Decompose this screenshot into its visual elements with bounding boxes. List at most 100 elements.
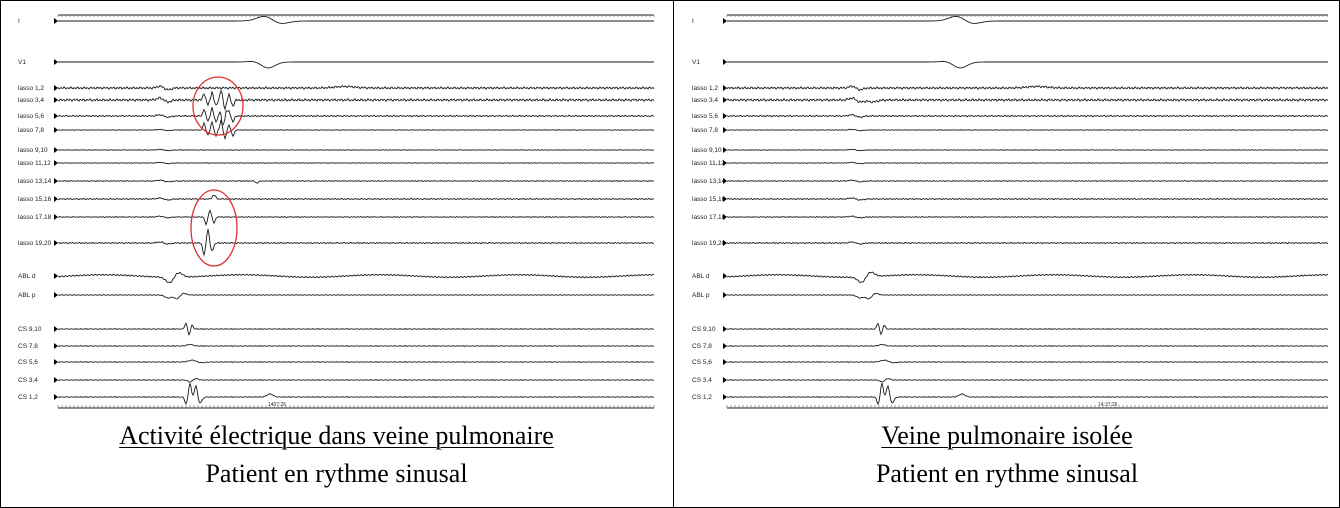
ecg-trace (57, 148, 655, 152)
channel-label: lasso 7,8 (692, 127, 718, 134)
channel-label: lasso 7,8 (18, 127, 44, 134)
channel-marker-icon (54, 97, 58, 103)
channel-label: lasso 3,4 (692, 97, 718, 104)
channel-marker-icon (723, 359, 727, 365)
ecg-trace (726, 84, 1329, 92)
panel-left-subtitle: Patient en rythme sinusal (205, 459, 468, 488)
channel-marker-icon (723, 394, 727, 400)
highlight-circle-upper (192, 76, 244, 136)
channel-marker-icon (54, 359, 58, 365)
ecg-trace (57, 344, 655, 347)
channel-marker-icon (54, 160, 58, 166)
ecg-trace (57, 322, 655, 336)
ecg-trace (726, 322, 1329, 336)
ecg-trace (57, 119, 655, 141)
channel-label: CS 5,6 (18, 359, 38, 366)
ecg-trace (57, 194, 655, 201)
channel-label: ABL p (692, 292, 710, 299)
channel-marker-icon (723, 147, 727, 153)
channel-label: lasso 17,18 (692, 214, 726, 221)
ecg-trace (58, 15, 654, 24)
ecg-trace (726, 148, 1329, 152)
channel-marker-icon (723, 214, 727, 220)
channel-marker-icon (54, 178, 58, 184)
channel-label: lasso 19,20 (692, 240, 726, 247)
channel-label: lasso 15,16 (692, 196, 726, 203)
channel-label: CS 5,6 (692, 359, 712, 366)
ecg-trace (726, 215, 1329, 219)
panel-divider (673, 0, 674, 508)
channel-label: CS 9,10 (692, 326, 716, 333)
channel-label: lasso 13,14 (18, 178, 52, 185)
ecg-trace (726, 343, 1329, 347)
ecg-trace (726, 382, 1329, 406)
ecg-trace (726, 179, 1329, 183)
channel-marker-icon (54, 147, 58, 153)
channel-marker-icon (54, 18, 58, 24)
channel-marker-icon (54, 127, 58, 133)
ecg-trace (726, 359, 1329, 364)
ecg-trace (726, 197, 1329, 201)
channel-label: I (18, 18, 20, 25)
channel-label: lasso 17,18 (18, 214, 52, 221)
channel-marker-icon (723, 18, 727, 24)
channel-marker-icon (54, 214, 58, 220)
channel-marker-icon (723, 178, 727, 184)
channel-label: lasso 3,4 (18, 97, 44, 104)
ecg-trace (57, 271, 655, 283)
ecg-trace (57, 383, 655, 406)
ecg-trace (57, 209, 655, 226)
channel-label: V1 (692, 59, 700, 66)
channel-marker-icon (54, 196, 58, 202)
ecg-trace (726, 96, 1329, 104)
ecg-trace (727, 15, 1328, 24)
channel-label: lasso 19,20 (18, 240, 52, 247)
channel-label: CS 7,8 (692, 343, 712, 350)
channel-marker-icon (723, 160, 727, 166)
ecg-trace (58, 61, 654, 69)
channel-label: CS 1,2 (692, 394, 712, 401)
channel-label: V1 (18, 59, 26, 66)
channel-marker-icon (723, 343, 727, 349)
channel-marker-icon (723, 377, 727, 383)
channel-label: lasso 9,10 (692, 147, 722, 154)
ecg-trace (57, 161, 654, 165)
channel-marker-icon (54, 113, 58, 119)
channel-marker-icon (723, 273, 727, 279)
channel-label: lasso 5,6 (692, 113, 718, 120)
ecg-trace (57, 359, 655, 364)
ecg-trace (726, 113, 1329, 119)
channel-marker-icon (723, 97, 727, 103)
ecg-trace (57, 179, 655, 184)
ecg-trace (726, 271, 1329, 284)
channel-marker-icon (723, 59, 727, 65)
channel-marker-icon (723, 85, 727, 91)
channel-label: ABL d (692, 273, 710, 280)
channel-marker-icon (723, 326, 727, 332)
ecg-trace (57, 229, 655, 257)
ecg-tracing-left: 1407:26 I V1 lasso 1,2 lasso 3,4 lasso 5,6 las… (18, 14, 655, 409)
ecg-trace (57, 292, 655, 300)
ecg-trace (57, 107, 655, 126)
channel-label: lasso 1,2 (18, 85, 44, 92)
ecg-trace (726, 161, 1328, 165)
ecg-tracing-right: 14:37:26 I V1 lasso 1,2 lasso 3,4 lasso 5,6 la… (692, 14, 1329, 409)
channel-label: ABL d (18, 273, 36, 280)
channel-marker-icon (54, 377, 58, 383)
channel-label: lasso 11,12 (18, 160, 51, 167)
channel-marker-icon (54, 326, 58, 332)
channel-label: lasso 11,12 (692, 160, 725, 167)
channel-marker-icon (54, 273, 58, 279)
time-label: 1407:26 (268, 402, 286, 408)
channel-label: CS 3,4 (692, 377, 712, 384)
channel-label: lasso 15,16 (18, 196, 52, 203)
channel-label: lasso 5,6 (18, 113, 44, 120)
ecg-trace (727, 61, 1328, 69)
ecg-trace (57, 84, 655, 91)
time-label: 14:37:26 (1098, 402, 1118, 408)
channel-marker-icon (54, 292, 58, 298)
panel-left: 1407:26 I V1 lasso 1,2 lasso 3,4 lasso 5,6 las… (18, 14, 655, 488)
channel-label: lasso 13,14 (692, 178, 726, 185)
channel-marker-icon (54, 394, 58, 400)
panel-right-title: Veine pulmonaire isolée (881, 421, 1133, 450)
